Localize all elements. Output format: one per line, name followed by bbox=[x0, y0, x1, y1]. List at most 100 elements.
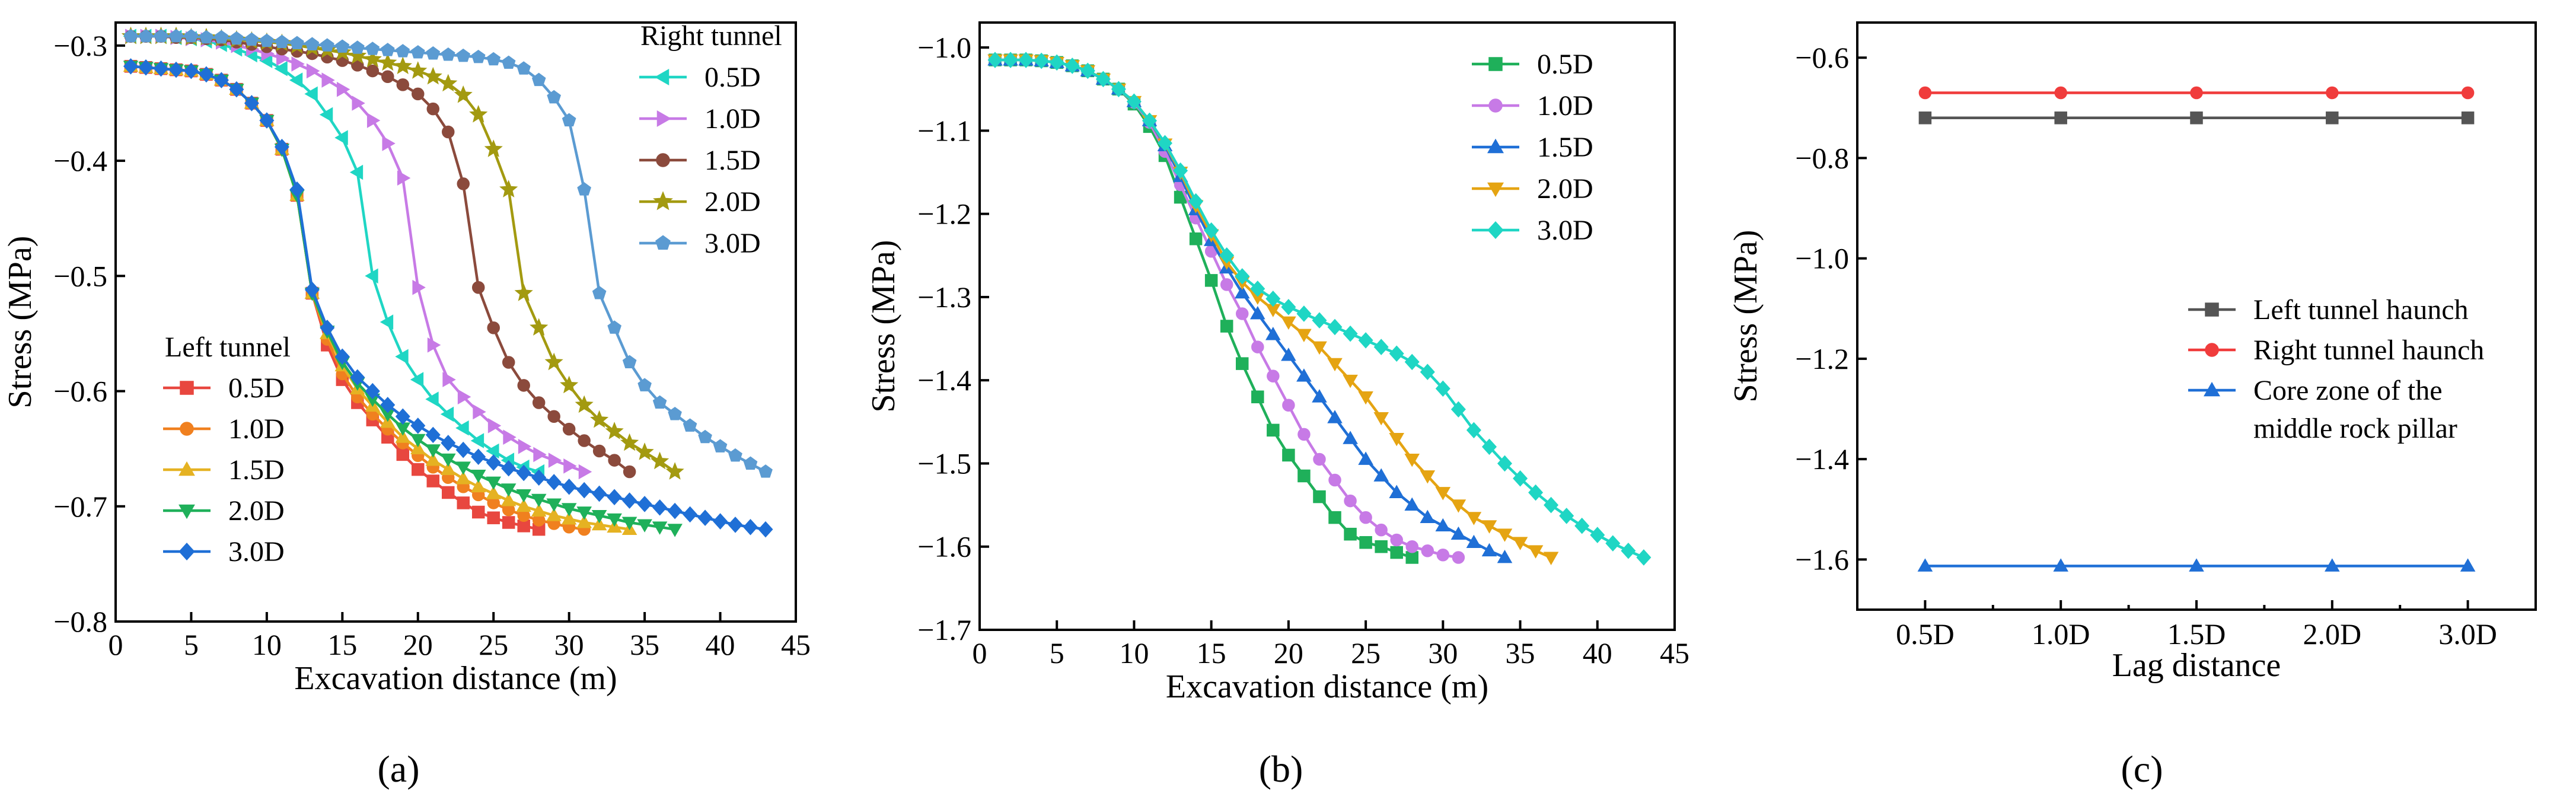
data-point bbox=[1404, 497, 1420, 511]
legend-title: Left tunnel bbox=[165, 332, 291, 363]
data-point bbox=[621, 517, 637, 531]
data-point bbox=[1312, 312, 1327, 329]
data-point bbox=[667, 502, 683, 520]
data-point bbox=[487, 418, 502, 434]
data-point bbox=[1373, 468, 1389, 482]
data-point bbox=[547, 410, 560, 423]
data-point bbox=[576, 482, 592, 499]
data-point bbox=[1267, 369, 1280, 383]
x-tick-label: 40 bbox=[706, 628, 735, 661]
x-tick-label: 0 bbox=[109, 628, 123, 661]
data-point bbox=[1328, 511, 1341, 524]
legend-label: Left tunnel haunch bbox=[2253, 294, 2469, 326]
data-point bbox=[1296, 305, 1312, 322]
data-point bbox=[1636, 549, 1652, 566]
data-point bbox=[348, 46, 367, 64]
data-point bbox=[531, 493, 547, 508]
data-point bbox=[652, 395, 667, 409]
data-point bbox=[1466, 512, 1482, 525]
y-tick-label: −0.7 bbox=[53, 490, 107, 523]
data-point bbox=[320, 319, 335, 336]
series-core-zone-of-the-middle-rock-pillar bbox=[1917, 558, 2476, 572]
data-point bbox=[289, 181, 305, 198]
data-point bbox=[441, 47, 455, 61]
legend-label: 0.5D bbox=[228, 372, 285, 404]
data-point bbox=[244, 95, 259, 111]
data-point bbox=[548, 453, 562, 468]
legend-left-tunnel: Left tunnel 0.5D 1.0D 1.5D 2.0D 3.0D bbox=[163, 332, 291, 568]
data-point bbox=[455, 471, 471, 485]
data-point bbox=[365, 383, 380, 400]
data-point bbox=[1265, 326, 1281, 340]
data-point bbox=[1297, 428, 1311, 441]
y-tick-label: −1.4 bbox=[1795, 442, 1849, 476]
data-point bbox=[229, 31, 244, 45]
data-point bbox=[1917, 558, 1933, 572]
data-point bbox=[590, 410, 609, 428]
data-point bbox=[363, 49, 382, 68]
data-point bbox=[169, 28, 183, 43]
paren-close: ) bbox=[1290, 748, 1303, 790]
data-point bbox=[1404, 353, 1420, 371]
legend-swatch-marker bbox=[1488, 57, 1503, 71]
data-point bbox=[576, 506, 592, 520]
data-point bbox=[530, 318, 549, 336]
data-point bbox=[562, 478, 577, 495]
data-point bbox=[487, 511, 500, 524]
series-right-tunnel-haunch bbox=[1918, 86, 2475, 100]
legend-swatch-marker bbox=[655, 235, 671, 250]
legend-label: 3.0D bbox=[704, 228, 761, 259]
x-tick-label: 1.0D bbox=[2032, 617, 2090, 651]
series-line bbox=[995, 58, 1506, 559]
x-tick-label: 5 bbox=[1050, 636, 1064, 670]
data-point bbox=[1235, 268, 1250, 285]
data-point bbox=[575, 395, 594, 413]
data-point bbox=[518, 439, 532, 454]
data-point bbox=[561, 511, 577, 525]
data-point bbox=[395, 349, 409, 365]
data-point bbox=[274, 60, 288, 77]
data-point bbox=[1251, 340, 1264, 353]
data-point bbox=[1450, 526, 1466, 540]
legend-label: middle rock pillar bbox=[2253, 413, 2457, 444]
x-axis-label: Excavation distance (m) bbox=[294, 660, 617, 697]
data-point bbox=[470, 479, 486, 493]
data-point bbox=[514, 283, 533, 301]
panel-letter: (b) bbox=[1259, 748, 1303, 790]
data-point bbox=[1281, 348, 1296, 361]
data-point bbox=[1049, 54, 1064, 71]
data-point bbox=[412, 279, 426, 295]
data-point bbox=[1344, 494, 1357, 508]
data-point bbox=[319, 107, 333, 123]
legend-right-tunnel: Right tunnel 0.5D 1.0D 1.5D 2.0D 3.0D bbox=[639, 20, 782, 259]
data-point bbox=[1481, 543, 1497, 557]
data-point bbox=[531, 469, 547, 486]
series-left-tunnel-haunch bbox=[1918, 111, 2475, 125]
data-point bbox=[1435, 380, 1450, 397]
data-point bbox=[304, 281, 320, 298]
legend-label: 1.5D bbox=[1537, 132, 1593, 163]
y-tick-label: −1.3 bbox=[917, 281, 971, 314]
data-point bbox=[439, 74, 458, 92]
data-point bbox=[1126, 93, 1142, 110]
series-3-0d-right-tunnel bbox=[123, 28, 773, 478]
data-point bbox=[758, 521, 773, 538]
data-point bbox=[1466, 534, 1482, 549]
data-point bbox=[486, 52, 501, 66]
legend-label: Core zone of the bbox=[2253, 375, 2443, 406]
x-tick-label: 0.5D bbox=[1896, 617, 1955, 651]
data-point bbox=[1512, 537, 1528, 550]
data-point bbox=[1189, 232, 1203, 246]
y-tick-label: −1.5 bbox=[917, 447, 971, 480]
data-point bbox=[471, 505, 485, 519]
data-point bbox=[410, 418, 426, 434]
legend-swatch-marker bbox=[180, 422, 194, 436]
series-line bbox=[130, 65, 585, 531]
data-point bbox=[425, 391, 439, 407]
data-point bbox=[396, 44, 410, 58]
data-point bbox=[1220, 278, 1233, 291]
panel-letter: (a) bbox=[377, 748, 419, 790]
legend-label: Right tunnel haunch bbox=[2253, 334, 2484, 366]
panel-letter-text: b bbox=[1271, 748, 1290, 790]
data-point bbox=[1359, 536, 1372, 549]
